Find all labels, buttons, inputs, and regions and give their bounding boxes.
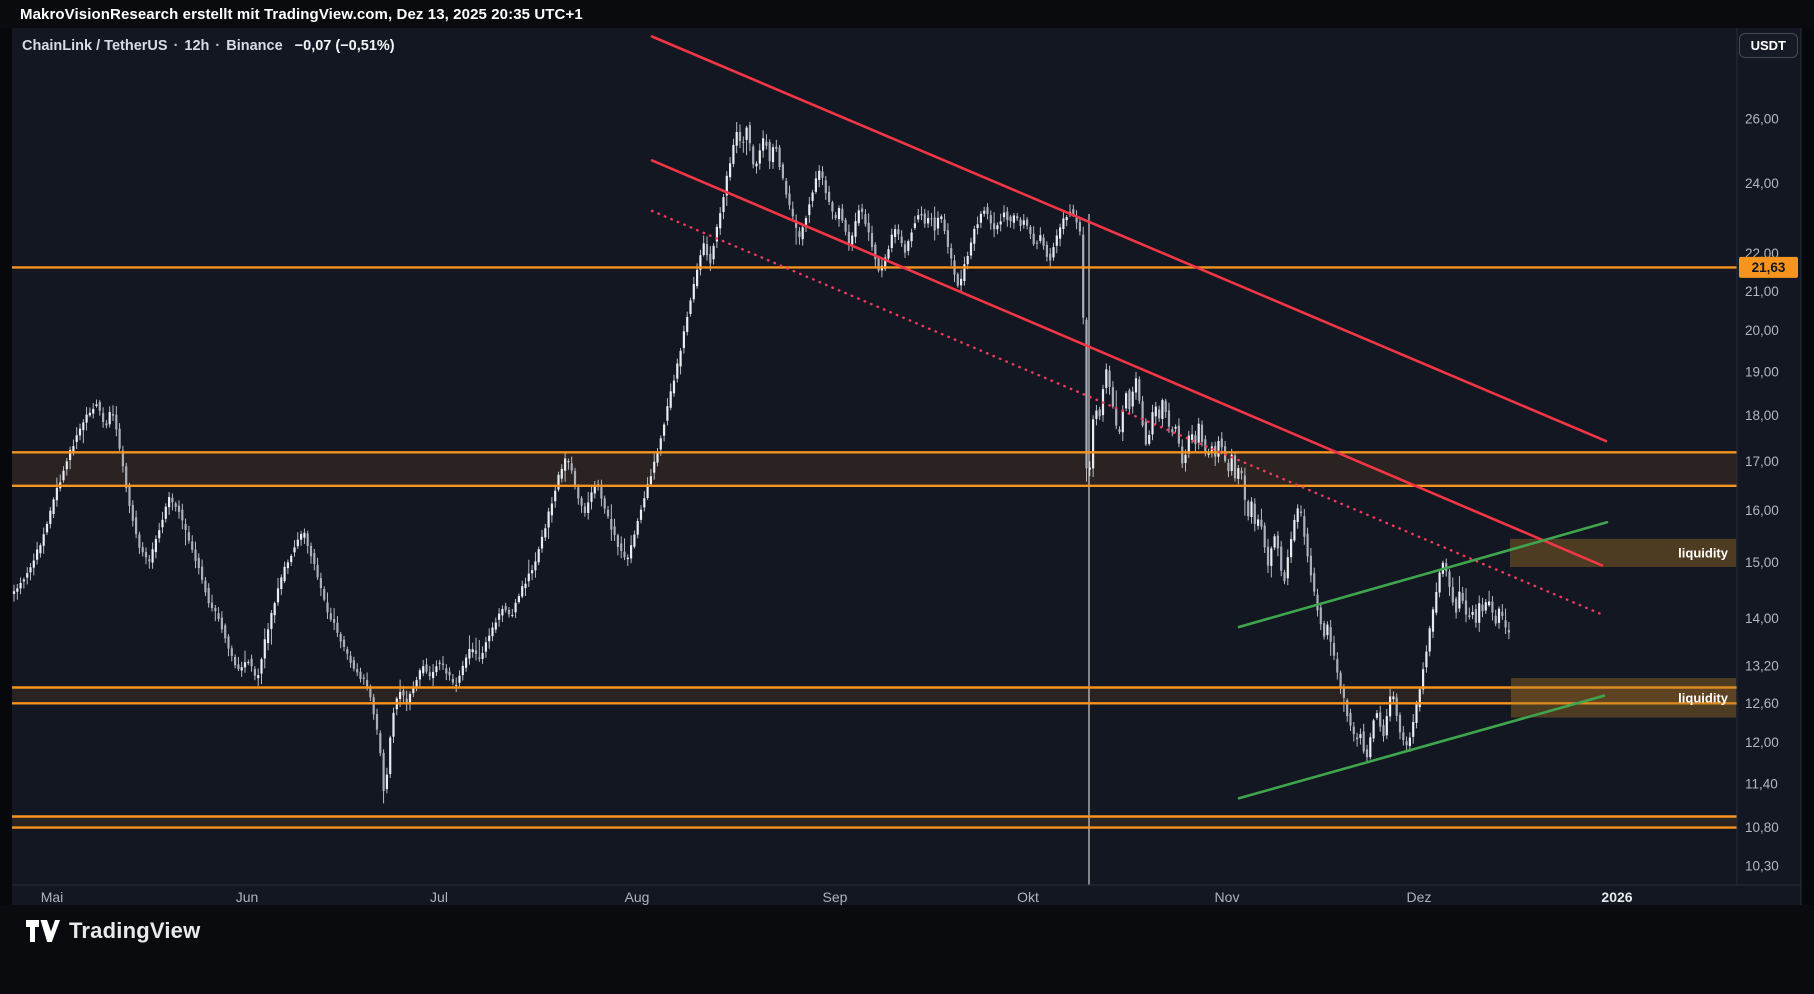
- svg-text:Dez: Dez: [1407, 889, 1432, 905]
- svg-text:17,00: 17,00: [1745, 454, 1779, 469]
- svg-text:18,00: 18,00: [1745, 408, 1779, 423]
- svg-text:Jul: Jul: [430, 889, 448, 905]
- svg-text:14,00: 14,00: [1745, 611, 1779, 626]
- svg-text:24,00: 24,00: [1745, 176, 1779, 191]
- svg-text:26,00: 26,00: [1745, 112, 1779, 127]
- time-axis[interactable]: [12, 885, 1737, 905]
- svg-text:12,60: 12,60: [1745, 696, 1779, 711]
- svg-text:2026: 2026: [1601, 889, 1632, 905]
- legend-separator: ·: [215, 38, 221, 54]
- currency-toggle-button[interactable]: USDT: [1738, 33, 1798, 58]
- attribution-bar: MakroVisionResearch erstellt mit Trading…: [0, 0, 1814, 28]
- svg-text:15,00: 15,00: [1745, 555, 1779, 570]
- svg-text:21,00: 21,00: [1745, 284, 1779, 299]
- tradingview-brand-link[interactable]: TradingView: [26, 917, 200, 945]
- svg-text:Mai: Mai: [41, 889, 64, 905]
- footer-bar: TradingView: [0, 905, 1814, 994]
- symbol-name[interactable]: ChainLink / TetherUS: [22, 38, 168, 54]
- svg-text:10,30: 10,30: [1745, 858, 1779, 873]
- svg-text:16,00: 16,00: [1745, 503, 1779, 518]
- svg-text:12,00: 12,00: [1745, 735, 1779, 750]
- svg-text:20,00: 20,00: [1745, 323, 1779, 338]
- symbol-legend[interactable]: ChainLink / TetherUS · 12h · Binance −0,…: [22, 38, 395, 54]
- tradingview-logo-icon: [26, 920, 60, 942]
- attribution-text: MakroVisionResearch erstellt mit Trading…: [20, 5, 583, 23]
- svg-text:Jun: Jun: [236, 889, 259, 905]
- svg-text:13,20: 13,20: [1745, 658, 1779, 673]
- svg-text:10,80: 10,80: [1745, 820, 1779, 835]
- svg-text:19,00: 19,00: [1745, 365, 1779, 380]
- svg-text:Nov: Nov: [1215, 889, 1240, 905]
- svg-text:Sep: Sep: [823, 889, 848, 905]
- liquidity-label: liquidity: [1678, 690, 1729, 705]
- interval-label[interactable]: 12h: [184, 38, 210, 54]
- price-axis[interactable]: [1737, 28, 1801, 885]
- svg-text:Okt: Okt: [1017, 889, 1039, 905]
- svg-text:11,40: 11,40: [1745, 777, 1778, 792]
- svg-text:21,63: 21,63: [1752, 260, 1786, 275]
- tradingview-wordmark: TradingView: [69, 918, 201, 943]
- exchange-label[interactable]: Binance: [226, 38, 283, 54]
- price-change-label: −0,07 (−0,51%): [294, 38, 395, 54]
- legend-separator: ·: [173, 38, 179, 54]
- svg-text:Aug: Aug: [625, 889, 650, 905]
- liquidity-label: liquidity: [1678, 545, 1729, 560]
- chart-canvas[interactable]: [12, 28, 1737, 885]
